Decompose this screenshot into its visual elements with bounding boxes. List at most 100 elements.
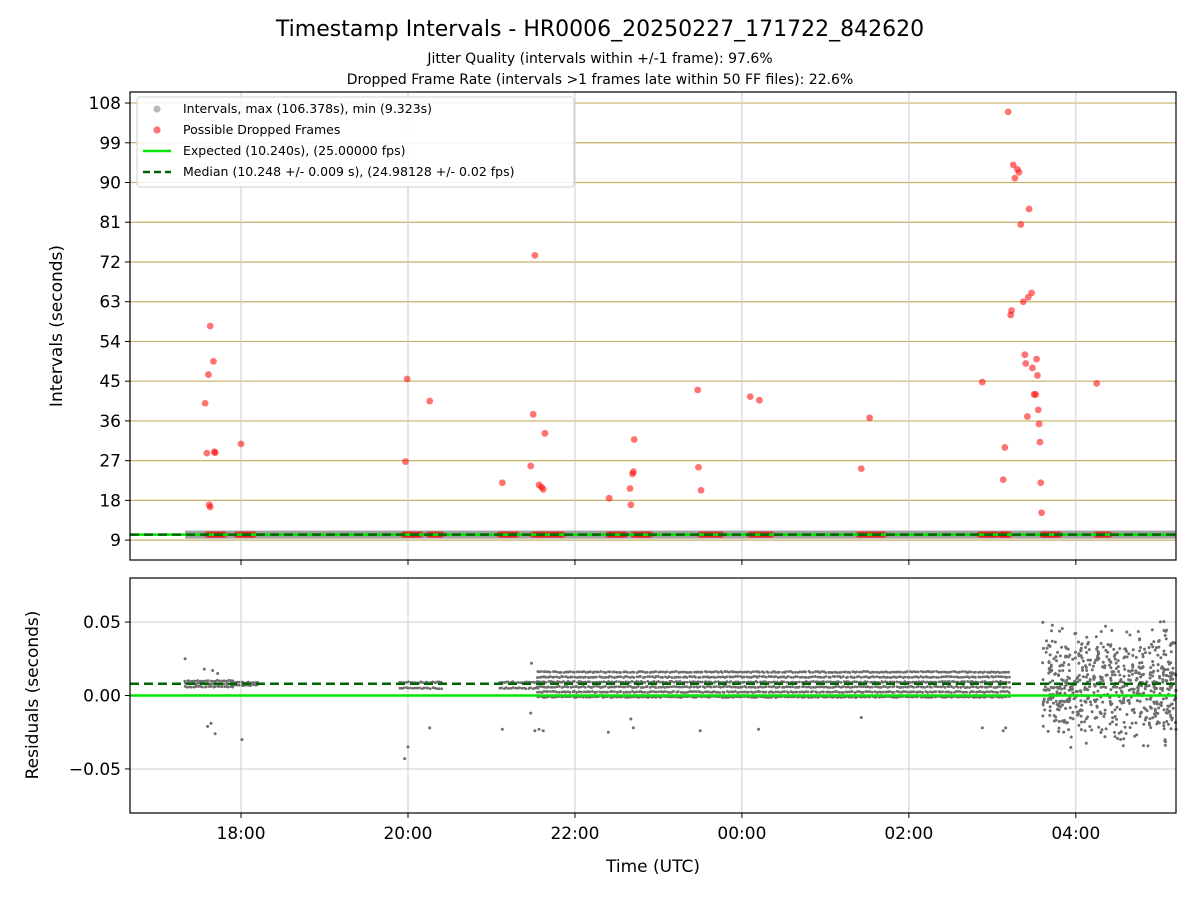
residual-point bbox=[1104, 624, 1108, 628]
residual-point bbox=[1060, 627, 1064, 631]
residual-point bbox=[409, 686, 412, 690]
residual-point bbox=[1049, 669, 1053, 673]
residual-point bbox=[1062, 730, 1066, 734]
residual-point bbox=[632, 676, 636, 679]
residual-point bbox=[672, 685, 676, 688]
x-tick-label: 20:00 bbox=[383, 824, 432, 844]
residual-point bbox=[646, 696, 650, 699]
residual-point bbox=[727, 690, 731, 694]
residual-point bbox=[1065, 721, 1069, 725]
residual-point bbox=[670, 676, 674, 679]
residual-point bbox=[1128, 726, 1132, 730]
residual-point bbox=[718, 675, 722, 679]
residual-point bbox=[198, 679, 202, 683]
residual-point bbox=[588, 690, 592, 694]
chart-title: Timestamp Intervals - HR0006_20250227_17… bbox=[275, 17, 924, 42]
residual-point bbox=[972, 685, 975, 689]
residual-point bbox=[1116, 659, 1120, 663]
residual-point bbox=[1163, 634, 1167, 638]
residual-point bbox=[619, 690, 623, 693]
residual-point bbox=[224, 679, 228, 683]
residual-point bbox=[778, 690, 782, 694]
residual-point bbox=[697, 670, 700, 674]
residual-point bbox=[701, 691, 705, 694]
residual-point bbox=[782, 685, 786, 689]
residual-point bbox=[868, 690, 872, 694]
residual-point bbox=[747, 690, 750, 694]
residual-point bbox=[592, 685, 596, 688]
dropped-frame-point bbox=[527, 462, 535, 470]
residual-point bbox=[929, 685, 933, 689]
residual-point bbox=[919, 690, 922, 694]
residual-point bbox=[1079, 708, 1083, 712]
residual-outlier-point bbox=[530, 661, 534, 665]
residual-point bbox=[764, 685, 768, 689]
residuals-y-axis-label: Residuals (seconds) bbox=[23, 611, 43, 780]
residual-point bbox=[601, 685, 605, 689]
dropped-frame-point bbox=[1034, 406, 1042, 414]
residual-point bbox=[934, 690, 938, 694]
residual-outlier-point bbox=[606, 730, 610, 734]
residual-point bbox=[749, 671, 753, 674]
residual-point bbox=[635, 690, 639, 694]
residual-point bbox=[921, 680, 925, 684]
residual-point bbox=[1066, 697, 1070, 701]
residual-point bbox=[850, 690, 854, 693]
residual-point bbox=[798, 680, 801, 684]
residual-point bbox=[815, 690, 819, 694]
residual-point bbox=[846, 690, 849, 694]
residual-point bbox=[839, 680, 843, 684]
residual-point bbox=[562, 685, 566, 689]
residual-point bbox=[657, 690, 660, 694]
residual-point bbox=[839, 685, 843, 689]
residual-point bbox=[738, 670, 742, 674]
residual-point bbox=[770, 671, 773, 674]
residual-point bbox=[251, 681, 255, 684]
residual-point bbox=[664, 675, 667, 679]
residual-point bbox=[754, 690, 758, 694]
dropped-frame-point bbox=[630, 436, 638, 443]
residual-point bbox=[1073, 650, 1077, 654]
residual-point bbox=[1001, 675, 1004, 679]
residual-point bbox=[1162, 649, 1166, 653]
residuals-y-tick-label: 0.00 bbox=[83, 687, 121, 707]
residual-point bbox=[831, 690, 835, 694]
residual-point bbox=[743, 690, 747, 694]
residual-point bbox=[1152, 640, 1156, 644]
residual-point bbox=[880, 675, 883, 679]
residual-point bbox=[764, 680, 768, 684]
residual-point bbox=[981, 680, 984, 684]
residual-point bbox=[617, 680, 621, 684]
residual-point bbox=[985, 685, 989, 689]
residual-point bbox=[1112, 670, 1116, 674]
residual-point bbox=[1169, 650, 1173, 654]
residual-point bbox=[613, 676, 616, 679]
residual-point bbox=[758, 675, 761, 678]
residual-point bbox=[872, 670, 876, 674]
residual-point bbox=[518, 686, 521, 690]
residual-point bbox=[1085, 650, 1089, 654]
residual-point bbox=[1093, 684, 1097, 688]
x-tick-label: 00:00 bbox=[717, 824, 766, 844]
residual-point bbox=[892, 690, 896, 694]
residual-point bbox=[698, 675, 702, 679]
residual-point bbox=[774, 690, 778, 694]
residual-point bbox=[1152, 690, 1156, 694]
residual-point bbox=[1048, 653, 1052, 657]
residual-point bbox=[1139, 684, 1143, 688]
residual-point bbox=[690, 690, 694, 694]
residual-point bbox=[566, 685, 570, 689]
residual-point bbox=[1152, 669, 1156, 673]
residual-point bbox=[645, 670, 649, 674]
residual-point bbox=[665, 670, 669, 674]
residual-point bbox=[218, 679, 221, 683]
residual-point bbox=[1064, 707, 1068, 711]
dropped-frame-point bbox=[211, 449, 219, 457]
residual-point bbox=[635, 675, 639, 679]
residual-point bbox=[919, 675, 923, 678]
dropped-frame-point bbox=[541, 429, 549, 437]
residual-point bbox=[619, 685, 623, 689]
residual-point bbox=[562, 680, 565, 683]
residual-point bbox=[568, 670, 572, 673]
residual-point bbox=[952, 686, 956, 689]
